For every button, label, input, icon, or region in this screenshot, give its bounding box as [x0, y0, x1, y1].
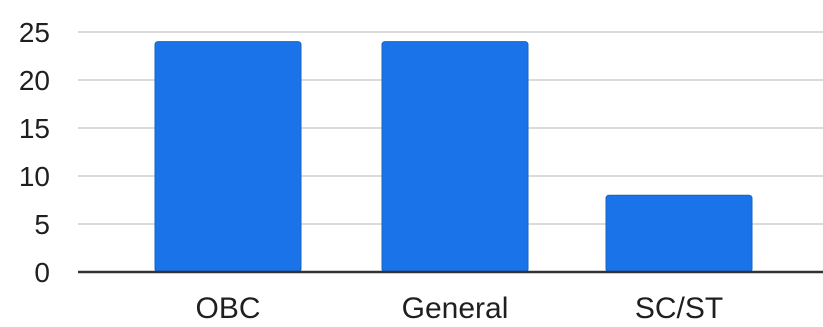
y-tick-label: 0 — [34, 257, 50, 288]
x-axis-category-labels: OBC General SC/ST — [195, 292, 723, 325]
x-category-label: General — [402, 292, 509, 325]
y-tick-label: 15 — [19, 113, 50, 144]
bar-general — [381, 41, 529, 273]
x-category-label: OBC — [195, 292, 260, 325]
y-tick-label: 25 — [19, 17, 50, 48]
bars — [154, 41, 753, 273]
y-tick-label: 20 — [19, 65, 50, 96]
bar-obc — [154, 41, 302, 273]
y-axis-tick-labels: 0 5 10 15 20 25 — [19, 17, 50, 288]
bar-sc-st — [605, 194, 753, 273]
y-tick-label: 5 — [34, 209, 50, 240]
y-tick-label: 10 — [19, 161, 50, 192]
x-category-label: SC/ST — [635, 292, 723, 325]
